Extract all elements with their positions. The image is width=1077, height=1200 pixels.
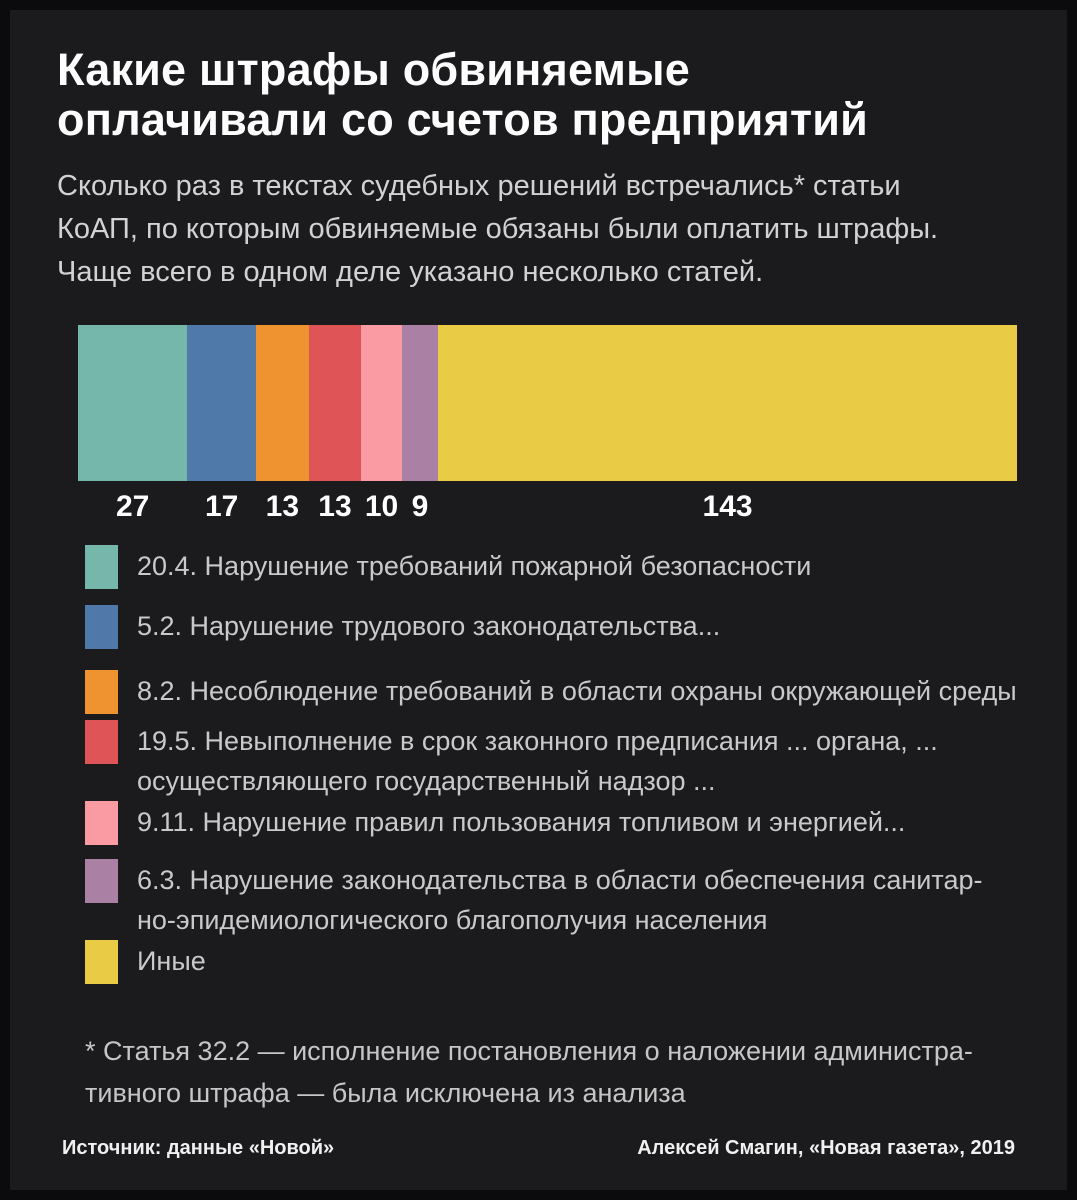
legend-swatch-icon	[85, 859, 118, 903]
bar-segment	[438, 325, 1017, 481]
legend-item: 8.2. Несоблюдение требований в области о…	[85, 670, 1020, 714]
legend-item-label-line: 5.2. Нарушение трудового законодательств…	[137, 611, 721, 641]
legend-item-label-line: осуществляющего государственный надзор .…	[137, 766, 716, 796]
footer: Источник: данные «Новой» Алексей Смагин,…	[62, 1137, 1015, 1160]
page-title-line: оплачивали со счетов предприятий	[57, 94, 868, 145]
legend-item-label-line: 19.5. Невыполнение в срок законного пред…	[137, 726, 938, 756]
legend-item-label-line: 9.11. Нарушение правил пользования топли…	[137, 807, 906, 837]
footer-credit: Алексей Смагин, «Новая газета», 2019	[637, 1137, 1015, 1159]
legend-item-label-line: 8.2. Несоблюдение требований в области о…	[137, 676, 1017, 706]
legend-item: 5.2. Нарушение трудового законодательств…	[85, 605, 1020, 649]
bar-segment-value: 13	[318, 490, 352, 523]
legend-item: 9.11. Нарушение правил пользования топли…	[85, 801, 1020, 845]
footnote-line: тивного штрафа — была исключена из анали…	[85, 1078, 686, 1108]
legend-item-label: 9.11. Нарушение правил пользования топли…	[137, 801, 905, 842]
legend-item: Иные	[85, 940, 1020, 984]
bar-segment	[361, 325, 402, 481]
subtitle-line: Сколько раз в текстах судебных решений в…	[57, 170, 901, 202]
subtitle-line: КоАП, по которым обвиняемые обязаны были…	[57, 213, 939, 245]
bar-segment-value: 10	[364, 490, 399, 523]
bar-segment-value: 143	[702, 490, 753, 523]
legend-item-label: 8.2. Несоблюдение требований в области о…	[137, 670, 1017, 711]
legend-item-label: 6.3. Нарушение законодательства в област…	[137, 859, 982, 940]
legend-item-label-line: 6.3. Нарушение законодательства в област…	[137, 865, 983, 895]
bar-segment	[187, 325, 257, 481]
bar-segment-value: 9	[411, 490, 429, 523]
legend-item-label: Иные	[137, 940, 206, 981]
legend-swatch-icon	[85, 940, 118, 984]
bar-segment-value: 17	[204, 490, 239, 523]
subtitle-line: Чаще всего в одном деле указано нескольк…	[57, 256, 764, 288]
legend-item-label: 20.4. Нарушение требований пожарной безо…	[137, 545, 811, 586]
footnote-line: * Статья 32.2 — исполнение постановления…	[85, 1036, 973, 1066]
legend-swatch-icon	[85, 670, 118, 714]
bar-segment	[256, 325, 309, 481]
legend: 20.4. Нарушение требований пожарной безо…	[85, 545, 1020, 984]
bar-value-labels: 27 17 13 13 10 9 143	[78, 481, 1017, 524]
bar-segment	[78, 325, 188, 481]
legend-swatch-icon	[85, 545, 118, 589]
legend-swatch-icon	[85, 801, 118, 845]
legend-item: 6.3. Нарушение законодательства в област…	[85, 859, 1020, 940]
footnote: * Статья 32.2 — исполнение постановления…	[85, 1030, 1020, 1114]
bar-segment	[401, 325, 439, 481]
legend-item: 19.5. Невыполнение в срок законного пред…	[85, 720, 1020, 801]
legend-swatch-icon	[85, 720, 118, 764]
footer-source: Источник: данные «Новой»	[62, 1137, 335, 1159]
legend-item-label-line: но-эпидемиологического благополучия насе…	[137, 905, 768, 935]
legend-item-label: 5.2. Нарушение трудового законодательств…	[137, 605, 720, 646]
legend-item-label-line: 20.4. Нарушение требований пожарной безо…	[137, 551, 812, 581]
legend-item-label-line: Иные	[137, 946, 206, 976]
legend-swatch-icon	[85, 605, 118, 649]
stacked-bar-chart	[78, 325, 1017, 481]
page-title: Какие штрафы обвиняемые оплачивали со сч…	[57, 45, 1020, 145]
page-title-line: Какие штрафы обвиняемые	[57, 44, 690, 95]
legend-item: 20.4. Нарушение требований пожарной безо…	[85, 545, 1020, 589]
bar-segment	[308, 325, 362, 481]
subtitle: Сколько раз в текстах судебных решений в…	[57, 165, 1020, 294]
legend-item-label: 19.5. Невыполнение в срок законного пред…	[137, 720, 938, 801]
bar-segment-value: 13	[265, 490, 300, 523]
bar-segment-value: 27	[115, 490, 150, 523]
